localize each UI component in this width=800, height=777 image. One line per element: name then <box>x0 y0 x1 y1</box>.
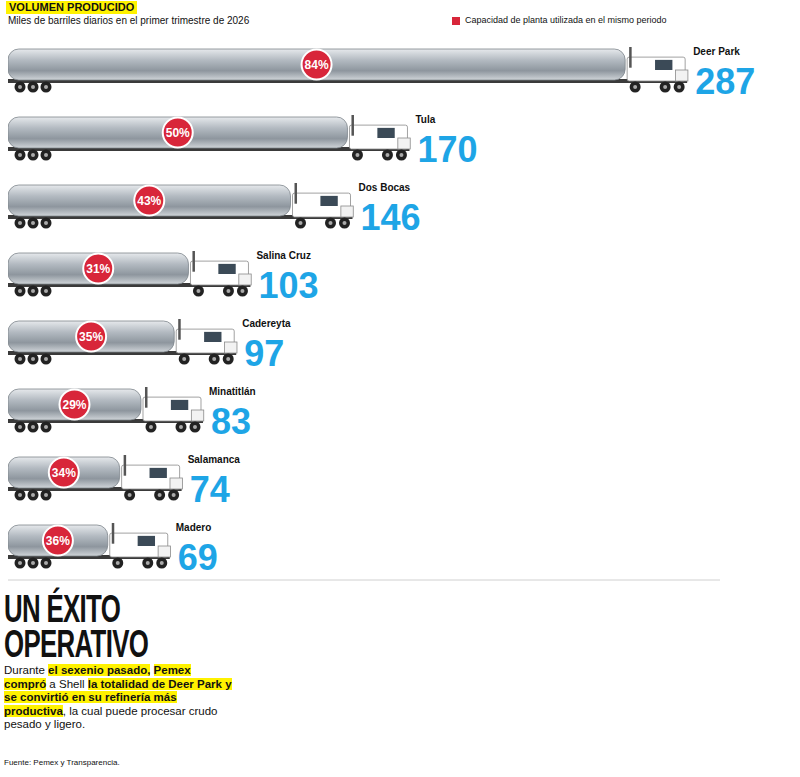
html-text:Miles de barriles diarios en e: Miles de barriles diarios en el primer t… <box>8 15 250 26</box>
svg-text:Salamanca: Salamanca <box>188 454 241 465</box>
html-text:Durante el sexenio pasado, Pem: Durante el sexenio pasado, Pemex compró … <box>4 664 232 730</box>
svg-text:50%: 50% <box>166 126 190 140</box>
html-text:Fuente: Pemex y Transparencia.: Fuente: Pemex y Transparencia. <box>4 758 120 767</box>
svg-text:35%: 35% <box>79 330 103 344</box>
svg-text:74: 74 <box>190 469 230 510</box>
svg-text:287: 287 <box>695 61 755 102</box>
svg-text:36%: 36% <box>46 534 70 548</box>
svg-text:29%: 29% <box>62 398 86 412</box>
svg-text:Madero: Madero <box>176 522 212 533</box>
svg-text:Deer Park: Deer Park <box>693 46 740 57</box>
svg-text:31%: 31% <box>86 262 110 276</box>
svg-text:97: 97 <box>244 333 284 374</box>
svg-text:69: 69 <box>178 537 218 578</box>
svg-text:Salina Cruz: Salina Cruz <box>256 250 310 261</box>
svg-text:Cadereyta: Cadereyta <box>242 318 291 329</box>
svg-text:84%: 84% <box>305 58 329 72</box>
svg-text:Dos Bocas: Dos Bocas <box>359 182 411 193</box>
svg-text:43%: 43% <box>137 194 161 208</box>
html-text:Capacidad de planta utilizada: Capacidad de planta utilizada en el mism… <box>465 15 667 25</box>
svg-text:34%: 34% <box>52 466 76 480</box>
html-text:UN ÉXITO OPERATIVO: UN ÉXITO OPERATIVO <box>4 588 149 665</box>
svg-text:146: 146 <box>361 197 421 238</box>
html-text:VOLUMEN PRODUCIDO: VOLUMEN PRODUCIDO <box>9 1 135 13</box>
svg-text:83: 83 <box>211 401 251 442</box>
svg-text:Minatitlán: Minatitlán <box>209 386 256 397</box>
svg-text:103: 103 <box>258 265 318 306</box>
svg-text:Tula: Tula <box>415 114 435 125</box>
svg-text:170: 170 <box>417 129 477 170</box>
